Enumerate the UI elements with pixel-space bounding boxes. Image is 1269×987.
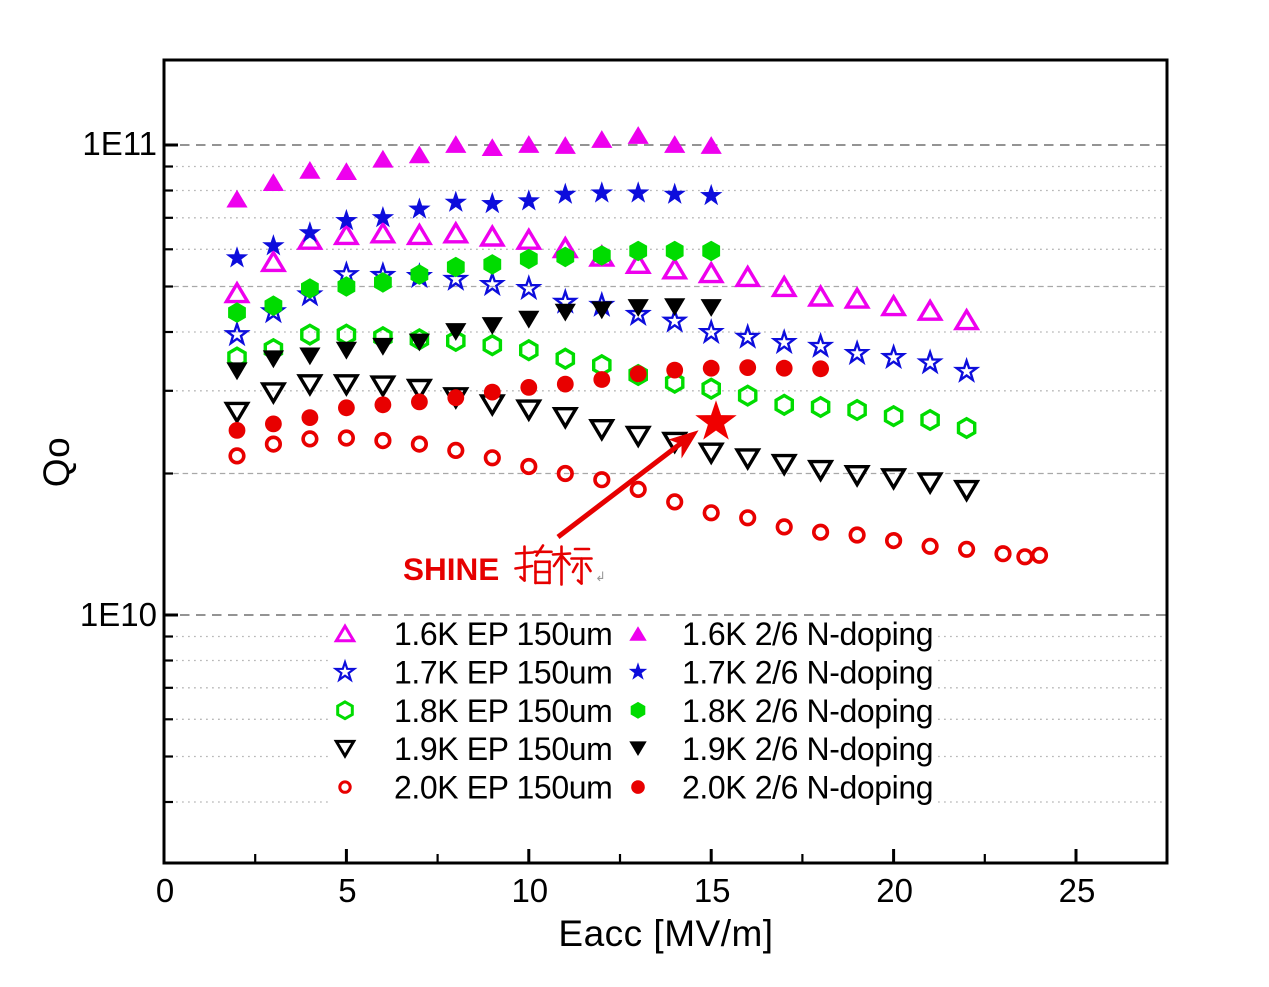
svg-text:1.8K 2/6 N-doping: 1.8K 2/6 N-doping <box>682 693 933 729</box>
svg-text:1.9K 2/6 N-doping: 1.9K 2/6 N-doping <box>682 731 933 767</box>
svg-text:1E10: 1E10 <box>80 596 157 633</box>
svg-text:↲: ↲ <box>595 569 606 584</box>
svg-text:0: 0 <box>156 872 174 909</box>
svg-text:2.0K EP 150um: 2.0K EP 150um <box>394 770 612 806</box>
svg-text:20: 20 <box>876 872 913 909</box>
svg-text:5: 5 <box>338 872 356 909</box>
svg-text:Eacc [MV/m]: Eacc [MV/m] <box>558 913 773 954</box>
svg-text:SHINE: SHINE <box>403 551 499 587</box>
svg-text:1.7K 2/6 N-doping: 1.7K 2/6 N-doping <box>682 654 933 690</box>
svg-text:10: 10 <box>511 872 548 909</box>
svg-text:1.7K EP 150um: 1.7K EP 150um <box>394 654 612 690</box>
svg-text:1.6K 2/6 N-doping: 1.6K 2/6 N-doping <box>682 616 933 652</box>
svg-text:Qo: Qo <box>36 437 77 487</box>
svg-text:1E11: 1E11 <box>82 125 157 162</box>
svg-text:1.9K EP 150um: 1.9K EP 150um <box>394 731 612 767</box>
svg-text:1.6K EP 150um: 1.6K EP 150um <box>394 616 612 652</box>
svg-text:2.0K 2/6 N-doping: 2.0K 2/6 N-doping <box>682 770 933 806</box>
svg-text:1.8K EP 150um: 1.8K EP 150um <box>394 693 612 729</box>
svg-text:15: 15 <box>694 872 731 909</box>
svg-text:25: 25 <box>1059 872 1096 909</box>
